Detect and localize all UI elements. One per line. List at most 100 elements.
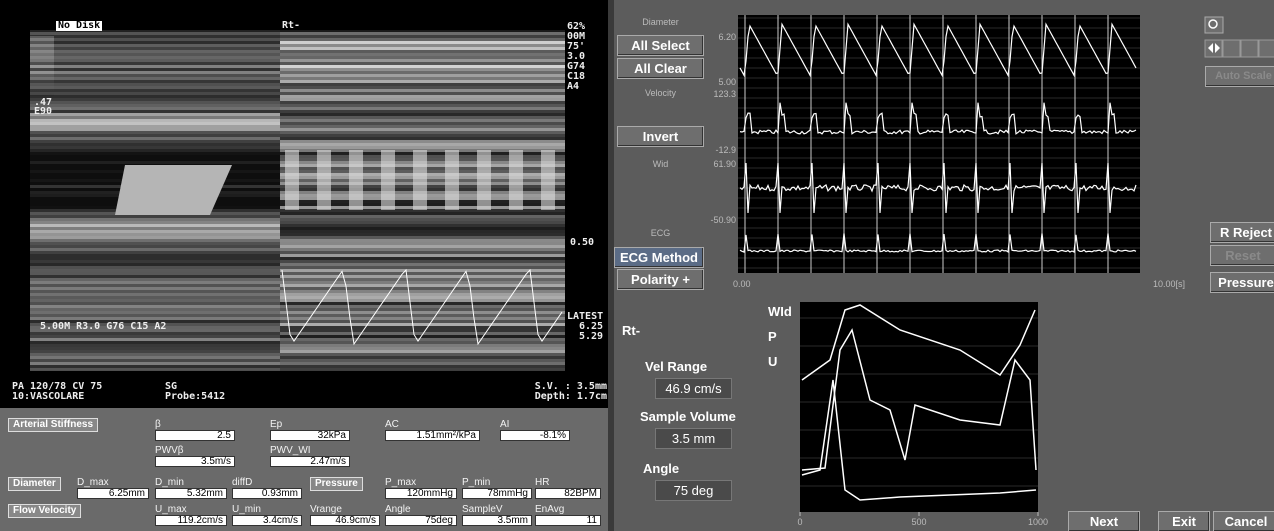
nav-button bbox=[1259, 40, 1274, 57]
field-value: 119.2cm/s bbox=[155, 515, 227, 526]
m-mode-texture bbox=[280, 263, 565, 266]
b-mode-texture bbox=[30, 125, 280, 128]
b-mode-texture bbox=[30, 245, 280, 248]
m-mode-texture bbox=[280, 260, 565, 263]
trace-min: 5.00 bbox=[690, 78, 736, 87]
field-value: 2.5 bbox=[155, 430, 235, 441]
field-name: Angle bbox=[385, 505, 411, 515]
trace-label: Diameter bbox=[618, 18, 703, 27]
latest-label: 5.29 bbox=[579, 332, 603, 342]
b-mode-texture bbox=[30, 218, 280, 221]
x-tick-label: 0 bbox=[780, 518, 820, 527]
b-mode-texture bbox=[30, 77, 280, 80]
m-mode-stripe bbox=[509, 150, 523, 210]
m-mode-texture bbox=[280, 233, 565, 236]
m-mode-texture bbox=[280, 347, 565, 350]
b-mode-texture bbox=[30, 299, 280, 302]
b-mode-texture bbox=[30, 65, 280, 68]
m-mode-texture bbox=[280, 137, 565, 140]
m-mode-texture bbox=[280, 71, 565, 74]
field-name: U_min bbox=[232, 505, 261, 515]
group-label: Diameter bbox=[8, 477, 61, 491]
field-value: 3.5m/s bbox=[155, 456, 235, 467]
field-value: 2.47m/s bbox=[270, 456, 350, 467]
b-mode-texture bbox=[30, 110, 280, 113]
trace-max: 123.3 bbox=[690, 90, 736, 99]
field-name: AI bbox=[500, 420, 509, 430]
wave-label: WId bbox=[768, 305, 792, 318]
m-mode-texture bbox=[280, 350, 565, 353]
button[interactable]: Polarity + bbox=[617, 269, 704, 290]
side-label: Rt- bbox=[622, 324, 640, 337]
b-mode-texture bbox=[30, 47, 280, 50]
button[interactable]: Reset bbox=[1210, 245, 1274, 266]
m-mode-texture bbox=[280, 47, 565, 50]
m-mode-texture bbox=[280, 230, 565, 233]
b-mode-texture bbox=[30, 35, 280, 38]
m-mode-texture bbox=[280, 74, 565, 77]
field-value: 5.32mm bbox=[155, 488, 227, 499]
b-mode-texture bbox=[30, 293, 280, 296]
m-mode-texture bbox=[280, 218, 565, 221]
button[interactable]: Exit bbox=[1158, 511, 1210, 531]
button[interactable]: Invert bbox=[617, 126, 704, 147]
button[interactable]: All Select bbox=[617, 35, 704, 56]
field-name: β bbox=[155, 420, 161, 430]
button[interactable]: All Clear bbox=[617, 58, 704, 79]
b-mode-texture bbox=[30, 152, 280, 155]
field-name: HR bbox=[535, 478, 549, 488]
m-mode-texture bbox=[280, 317, 565, 320]
m-mode-texture bbox=[280, 104, 565, 107]
b-mode-texture bbox=[30, 131, 280, 134]
summary-value: 75 deg bbox=[655, 480, 732, 501]
field-value: 3.5mm bbox=[462, 515, 532, 526]
b-mode-texture bbox=[30, 146, 280, 149]
b-mode-texture bbox=[30, 254, 280, 257]
field-name: P_max bbox=[385, 478, 416, 488]
m-mode-texture bbox=[280, 77, 565, 80]
m-mode-texture bbox=[280, 143, 565, 146]
m-mode-texture bbox=[280, 134, 565, 137]
summary-value: 46.9 cm/s bbox=[655, 378, 732, 399]
m-mode-texture bbox=[280, 50, 565, 53]
m-mode-texture bbox=[280, 224, 565, 227]
b-mode-texture bbox=[30, 158, 280, 161]
b-mode-texture bbox=[30, 107, 280, 110]
button[interactable]: Cancel bbox=[1213, 511, 1274, 531]
field-value: 82BPM bbox=[535, 488, 601, 499]
m-mode-stripe bbox=[541, 150, 555, 210]
m-mode-texture bbox=[280, 212, 565, 215]
button[interactable]: R Reject bbox=[1210, 222, 1274, 243]
m-mode-texture bbox=[280, 146, 565, 149]
m-mode-texture bbox=[280, 257, 565, 260]
m-mode-texture bbox=[280, 119, 565, 122]
b-mode-texture bbox=[30, 281, 280, 284]
button[interactable]: Auto Scale bbox=[1205, 66, 1274, 87]
m-mode-texture bbox=[280, 98, 565, 101]
m-mode-stripe bbox=[445, 150, 459, 210]
b-mode-texture bbox=[30, 251, 280, 254]
nav-button bbox=[1241, 40, 1258, 57]
b-mode-texture bbox=[30, 140, 280, 143]
m-mode-texture bbox=[280, 362, 565, 365]
b-mode-texture bbox=[30, 248, 280, 251]
sample-info: Depth: 1.7cm bbox=[495, 392, 607, 402]
image-settings: 5.00M R3.0 G76 C15 A2 bbox=[40, 322, 166, 332]
m-mode-texture bbox=[280, 344, 565, 347]
b-mode-texture bbox=[30, 119, 280, 122]
m-mode-texture bbox=[280, 41, 565, 44]
button[interactable]: ECG Method bbox=[614, 247, 704, 268]
button[interactable]: Pressure bbox=[1210, 272, 1274, 293]
field-value: -8.1% bbox=[500, 430, 570, 441]
m-mode-stripe bbox=[317, 150, 331, 210]
m-mode-stripe bbox=[285, 150, 299, 210]
b-mode-texture bbox=[30, 92, 280, 95]
m-mode-texture bbox=[280, 65, 565, 68]
m-mode-texture bbox=[280, 110, 565, 113]
m-mode-texture bbox=[280, 128, 565, 131]
b-mode-texture bbox=[30, 137, 280, 140]
button[interactable]: Next bbox=[1068, 511, 1140, 531]
m-mode-texture bbox=[280, 341, 565, 344]
b-mode-texture bbox=[30, 365, 280, 368]
field-name: D_max bbox=[77, 478, 109, 488]
